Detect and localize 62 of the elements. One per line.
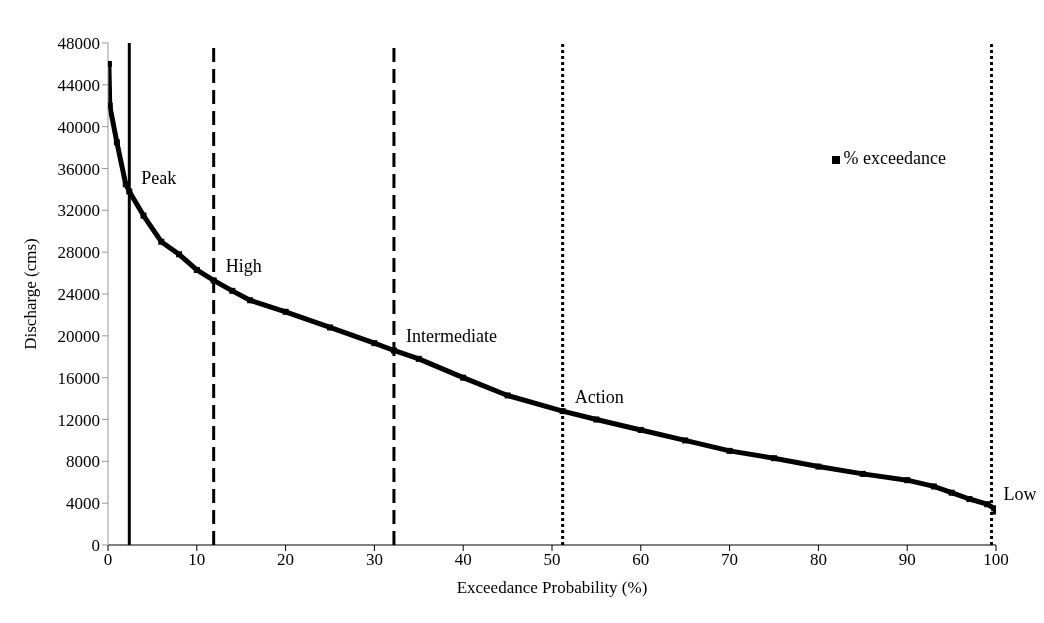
point <box>966 495 973 502</box>
y-tick-label: 24000 <box>57 285 100 305</box>
point <box>122 181 129 188</box>
ref-line-label: Low <box>1003 484 1037 505</box>
point <box>948 489 955 496</box>
point <box>140 212 147 219</box>
y-tick-label: 20000 <box>57 326 100 346</box>
ref-line-label: Intermediate <box>405 326 497 347</box>
y-tick-label: 44000 <box>57 75 100 95</box>
ref-line-label: High <box>225 256 262 277</box>
point <box>247 297 254 304</box>
point <box>815 463 822 470</box>
x-tick-label: 70 <box>721 550 739 570</box>
y-tick-label: 32000 <box>57 201 100 221</box>
x-tick-label: 80 <box>809 550 827 570</box>
point <box>930 483 937 490</box>
x-tick-label: 10 <box>188 550 206 570</box>
y-tick-label: 28000 <box>57 243 100 263</box>
point <box>726 447 733 454</box>
point <box>771 455 777 462</box>
point <box>593 416 600 423</box>
point <box>210 277 217 284</box>
point <box>859 470 866 477</box>
point <box>176 251 183 258</box>
point <box>390 347 397 354</box>
x-tick-label: 100 <box>983 550 1009 570</box>
point <box>327 324 333 331</box>
y-tick-label: 48000 <box>57 34 100 54</box>
y-tick-label: 4000 <box>66 494 100 514</box>
x-tick-label: 30 <box>365 550 383 570</box>
point <box>229 287 236 294</box>
x-axis-title: Exceedance Probability (%) <box>456 578 648 597</box>
x-tick-label: 90 <box>898 550 916 570</box>
point <box>504 392 511 399</box>
ref-line-label: Action <box>574 387 624 408</box>
point <box>126 188 133 195</box>
point <box>193 266 200 273</box>
point <box>158 238 165 245</box>
point <box>371 340 378 347</box>
point <box>904 477 911 484</box>
x-tick-label: 0 <box>103 550 113 570</box>
point <box>637 426 644 433</box>
y-tick-label: 40000 <box>57 117 100 137</box>
point <box>460 374 467 381</box>
legend-label: % exceedance <box>843 148 946 168</box>
y-tick-label: 0 <box>91 536 100 556</box>
y-tick-label: 16000 <box>57 368 100 388</box>
x-tick-label: 20 <box>277 550 295 570</box>
point <box>984 501 991 508</box>
point <box>113 139 120 146</box>
ref-line-label: Peak <box>141 167 177 188</box>
x-tick-label: 40 <box>454 550 472 570</box>
x-tick-label: 60 <box>632 550 650 570</box>
point <box>559 408 566 415</box>
x-tick-label: 50 <box>543 550 561 570</box>
y-tick-label: 12000 <box>57 410 100 430</box>
y-tick-label: 36000 <box>57 159 100 179</box>
y-axis-title: Discharge (cms) <box>21 238 41 350</box>
point <box>282 308 289 315</box>
point <box>415 355 422 362</box>
point <box>682 437 689 444</box>
y-tick-label: 8000 <box>66 452 100 472</box>
